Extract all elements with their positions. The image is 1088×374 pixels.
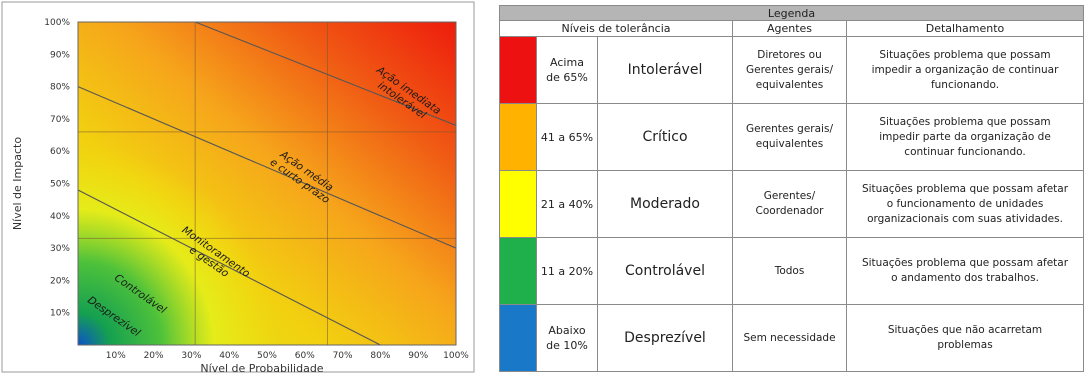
legend-color-swatch (499, 304, 537, 372)
zone-boundary-line (77, 189, 381, 346)
x-tick-label: 80% (370, 351, 390, 361)
x-tick-label: 90% (408, 351, 428, 361)
header-tolerance-levels: Níveis de tolerância (499, 20, 733, 37)
y-tick-label: 100% (44, 18, 70, 28)
x-tick-label: 20% (144, 351, 164, 361)
legend-detail: Situações problema que possam impedir par… (845, 103, 1085, 171)
legend-agents: Gerentes/Coordenador (732, 170, 847, 238)
legend-color-swatch (499, 36, 537, 104)
header-details: Detalhamento (845, 20, 1085, 37)
legend-detail: Situações problema que possam impedir a o… (845, 36, 1085, 104)
legend-title: Legenda (498, 5, 1085, 21)
legend-color-swatch (499, 170, 537, 238)
x-tick-label: 40% (219, 351, 239, 361)
legend-range: 41 a 65% (536, 103, 598, 171)
legend-range: 21 a 40% (536, 170, 598, 238)
y-tick-label: 10% (50, 309, 70, 319)
y-tick-label: 90% (50, 50, 70, 60)
legend-row: Acima de 65% Intolerável Diretores ou Gerent… (499, 36, 1085, 104)
legend-detail: Situações problema que possam afetar o an… (845, 237, 1085, 305)
y-tick-label: 30% (50, 244, 70, 254)
y-tick-label: 80% (50, 83, 70, 93)
legend-color-swatch (499, 237, 537, 305)
legend-agents: Todos (732, 237, 847, 305)
legend-agents: Sem necessidade (732, 304, 847, 372)
legend-detail: Situações que não acarretam problemas (845, 304, 1085, 372)
y-tick-label: 20% (50, 276, 70, 286)
legend-range: Abaixo de 10% (536, 304, 598, 372)
legend-detail: Situações problema que possam afetar o fu… (845, 170, 1085, 238)
y-tick-label: 50% (50, 180, 70, 190)
y-tick-label: 60% (50, 147, 70, 157)
legend-level: Desprezível (597, 304, 733, 372)
legend-row: 41 a 65% Crítico Gerentes gerais/equivalen… (499, 103, 1085, 171)
legend-table: Legenda Níveis de tolerância Agentes Det… (498, 5, 1085, 372)
x-tick-label: 10% (106, 351, 126, 361)
heatmap-low-risk-glow (78, 22, 456, 345)
x-tick-label: 100% (443, 351, 469, 361)
header-agents: Agentes (732, 20, 847, 37)
legend-level: Moderado (597, 170, 733, 238)
x-tick-label: 60% (295, 351, 315, 361)
x-tick-label: 70% (333, 351, 353, 361)
plot-border (77, 21, 457, 346)
y-axis-label: Nível de Impacto (11, 137, 24, 230)
y-tick-label: 40% (50, 212, 70, 222)
zone-boundary-line (194, 21, 457, 126)
legend-agents: Gerentes gerais/equivalentes (732, 103, 847, 171)
y-tick-label: 70% (50, 115, 70, 125)
legend-color-swatch (499, 103, 537, 171)
legend-agents: Diretores ou Gerentes gerais/equivalentes (732, 36, 847, 104)
risk-heatmap-chart: 10% 20% 30% 40% 50% 60% 70% 80% 90% 100% 10% 20% 30%… (1, 1, 475, 374)
legend-range: 11 a 20% (536, 237, 598, 305)
x-tick-label: 30% (181, 351, 201, 361)
x-tick-label: 50% (257, 351, 277, 361)
legend-row: 21 a 40% Moderado Gerentes/Coordenador Situ… (499, 170, 1085, 238)
risk-chart-panel: 10% 20% 30% 40% 50% 60% 70% 80% 90% 100% 10% 20% 30%… (0, 0, 476, 374)
legend-level: Controlável (597, 237, 733, 305)
legend-row: Abaixo de 10% Desprezível Sem necessidade Si… (499, 304, 1085, 372)
legend-level: Crítico (597, 103, 733, 171)
legend-row: 11 a 20% Controlável Todos Situações proble… (499, 237, 1085, 305)
zone-boundary-line (77, 86, 457, 249)
legend-range: Acima de 65% (536, 36, 598, 104)
legend-level: Intolerável (597, 36, 733, 104)
legend-panel: Legenda Níveis de tolerância Agentes Det… (498, 5, 1085, 372)
x-axis-label: Nível de Probabilidade (200, 362, 323, 374)
